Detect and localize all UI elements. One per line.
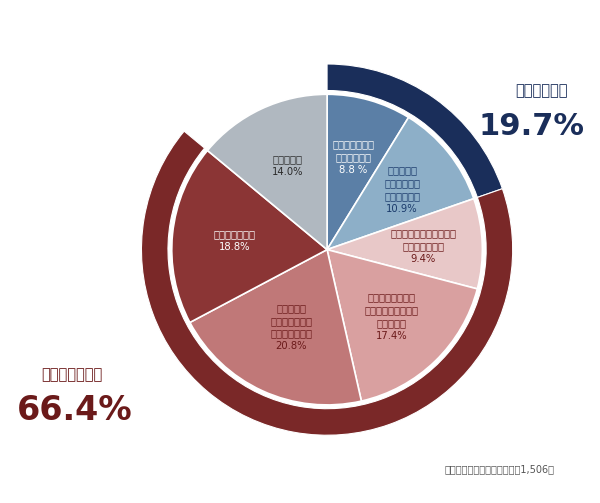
Text: 66.4%: 66.4% xyxy=(17,394,133,427)
Text: 分からない
14.0%: 分からない 14.0% xyxy=(272,154,303,177)
Text: 内容を理解し、
対応している
8.8 %: 内容を理解し、 対応している 8.8 % xyxy=(332,139,374,175)
Wedge shape xyxy=(327,199,482,289)
Text: 内容は理解しているが、
対応していない
9.4%: 内容は理解しているが、 対応していない 9.4% xyxy=(390,228,456,264)
Wedge shape xyxy=(172,150,327,322)
Wedge shape xyxy=(327,117,474,249)
Text: 内容はある程度理
解しているが、対応
していない
17.4%: 内容はある程度理 解しているが、対応 していない 17.4% xyxy=(365,292,419,341)
Text: 言葉だけは
知っているが、
対応していない
20.8%: 言葉だけは 知っているが、 対応していない 20.8% xyxy=(271,303,313,352)
Text: 注：母数は有効回答企業１万1,506社: 注：母数は有効回答企業１万1,506社 xyxy=(445,464,554,474)
Wedge shape xyxy=(327,94,409,249)
Text: 19.7%: 19.7% xyxy=(479,112,584,141)
Wedge shape xyxy=(142,131,512,435)
Wedge shape xyxy=(327,64,502,197)
Wedge shape xyxy=(327,249,478,401)
Text: 対応していない: 対応していない xyxy=(41,367,102,382)
Text: 対応している: 対応している xyxy=(515,83,568,98)
Wedge shape xyxy=(190,249,361,405)
Text: 言葉も知らない
18.8%: 言葉も知らない 18.8% xyxy=(214,229,256,252)
Wedge shape xyxy=(208,94,327,249)
Text: 内容をある
程度理解し、
対応している
10.9%: 内容をある 程度理解し、 対応している 10.9% xyxy=(384,165,420,214)
